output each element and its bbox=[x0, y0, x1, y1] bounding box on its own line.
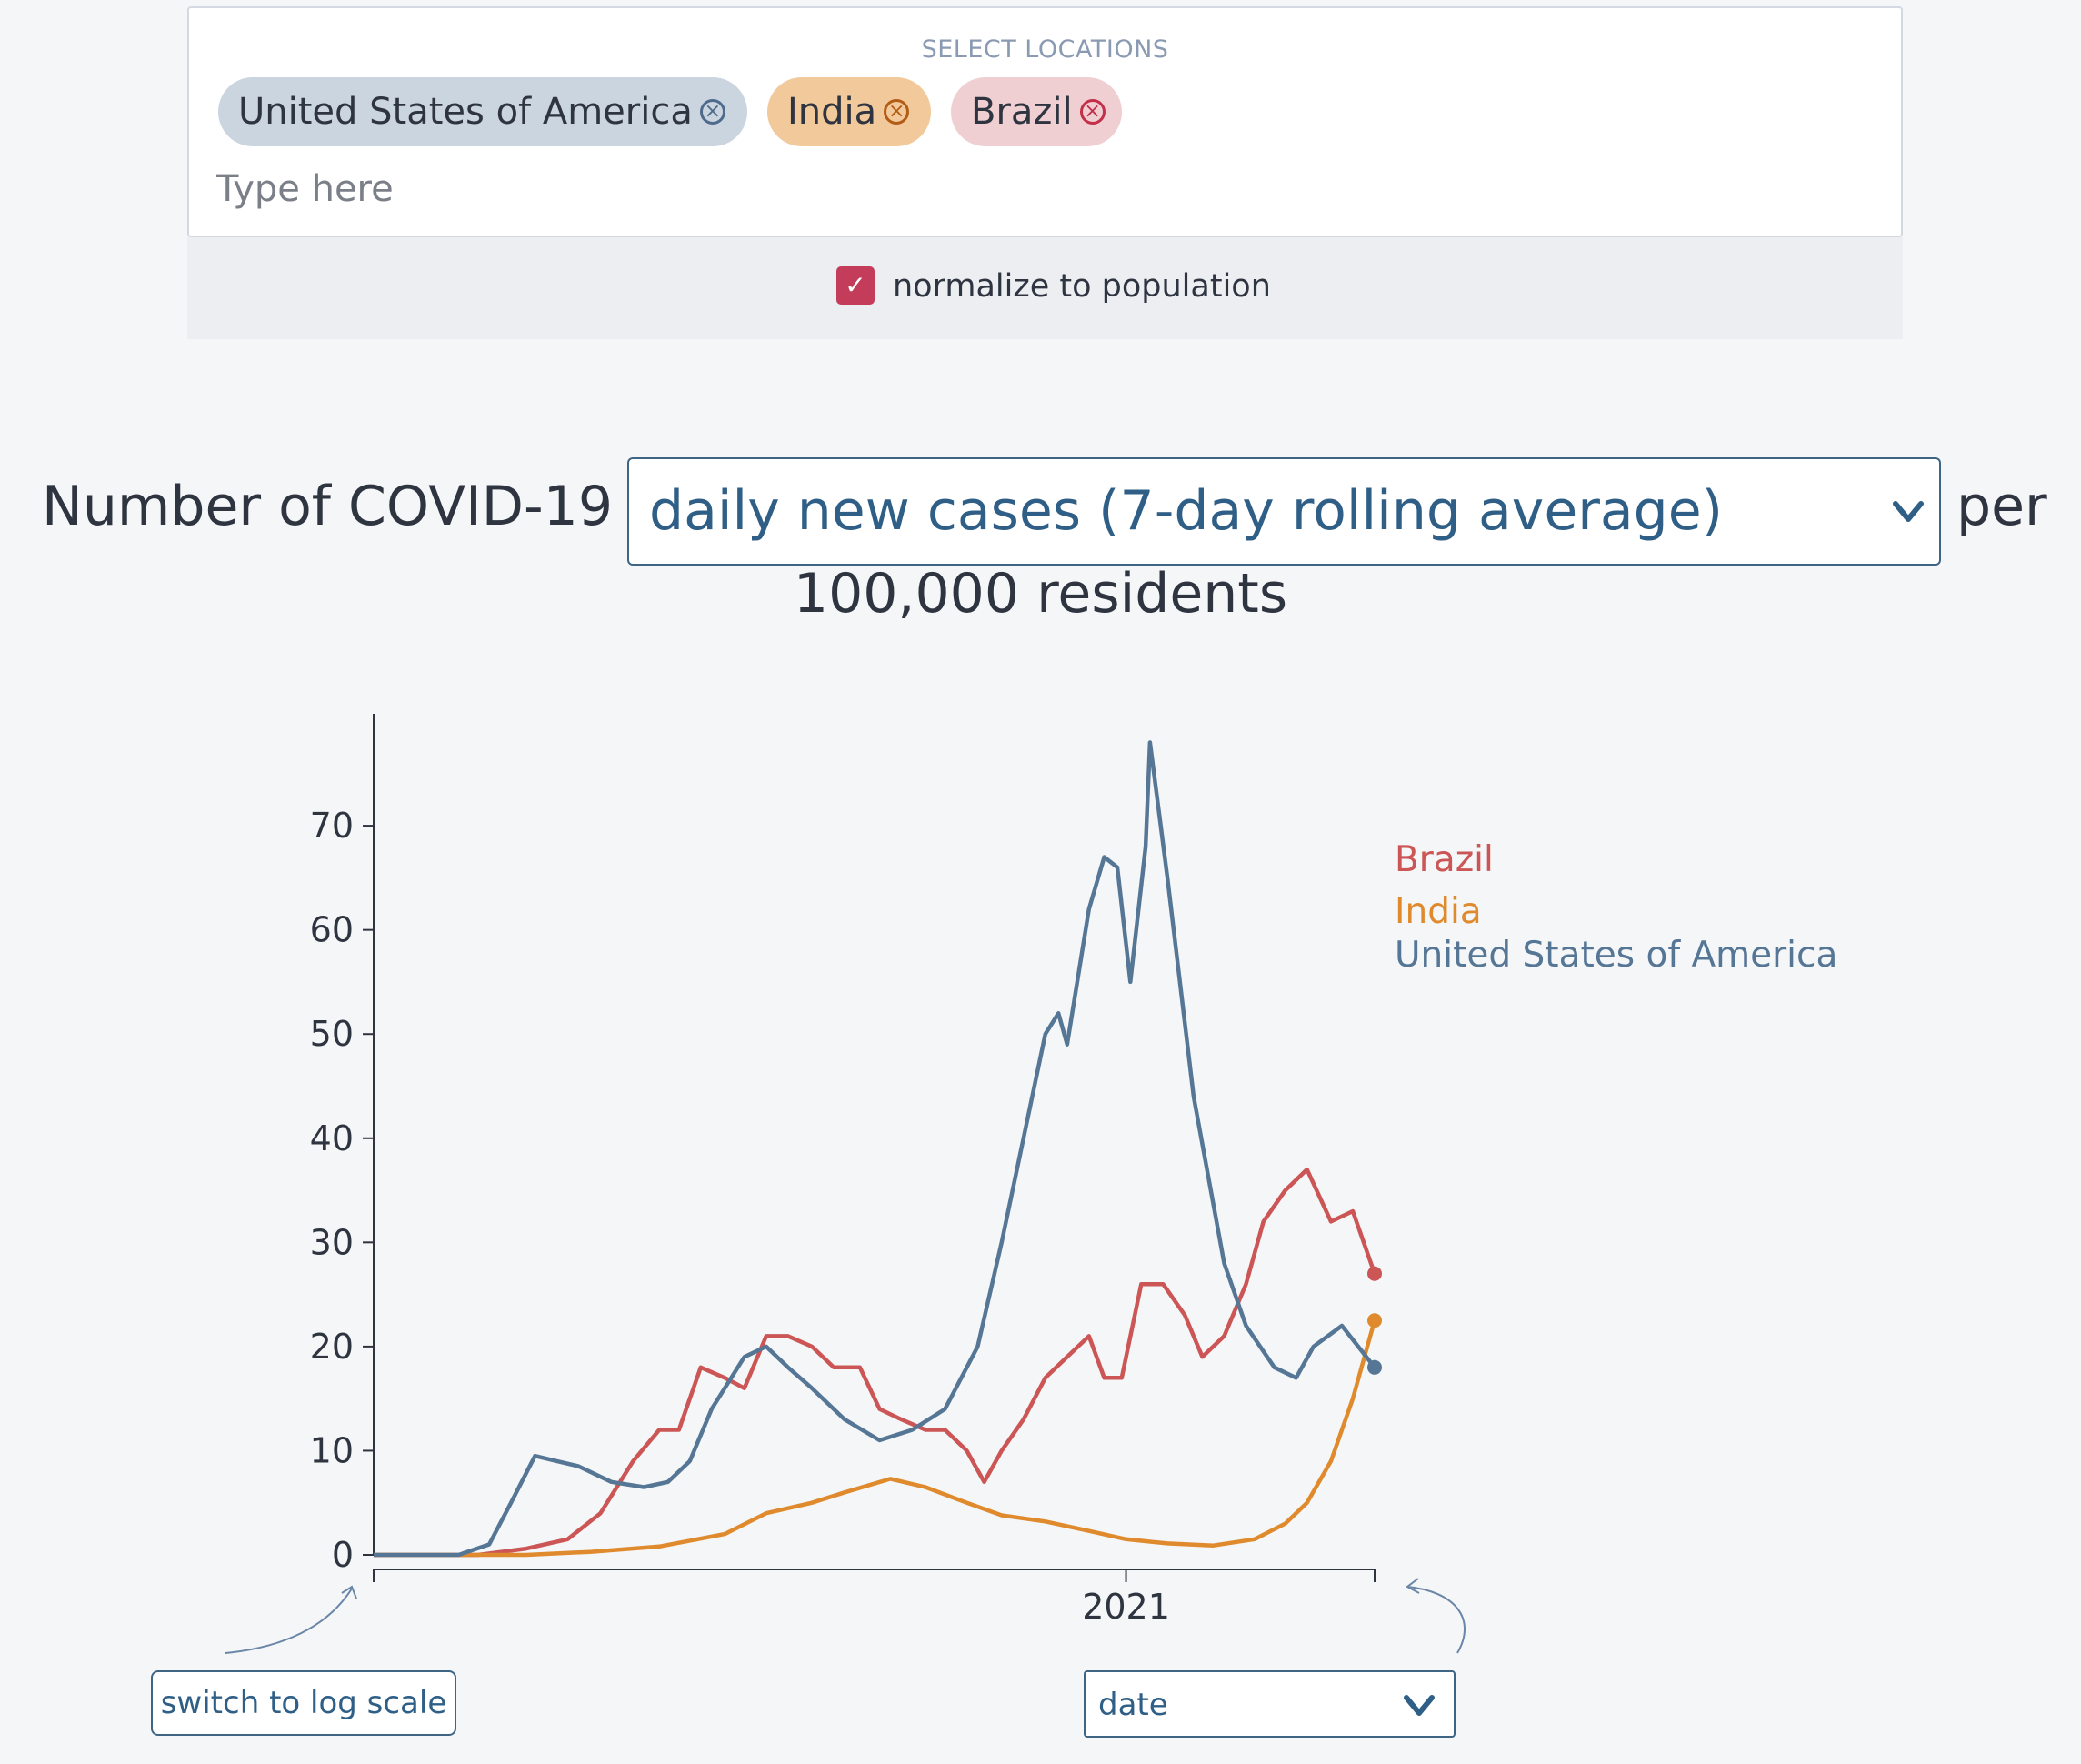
location-picker: SELECT LOCATIONS United States of Americ… bbox=[187, 6, 1903, 237]
series-label: United States of America bbox=[1395, 935, 1837, 976]
location-chip-label: Brazil bbox=[971, 91, 1073, 133]
heading-line2: 100,000 residents bbox=[793, 562, 1288, 626]
location-chip-usa[interactable]: United States of America × bbox=[218, 77, 747, 146]
series-end-point bbox=[1367, 1266, 1382, 1281]
y-tick-label: 70 bbox=[310, 806, 354, 846]
y-axis: 0 10 20 30 40 50 60 70 bbox=[310, 714, 375, 1575]
series-line bbox=[374, 1319, 1377, 1558]
heading-prefix: Number of COVID-19 bbox=[42, 475, 614, 538]
remove-circle-icon[interactable]: × bbox=[699, 99, 725, 125]
x-tick-label: 2021 bbox=[1082, 1587, 1170, 1627]
y-tick-label: 40 bbox=[310, 1118, 354, 1158]
location-search-input[interactable] bbox=[215, 163, 764, 215]
series-end-point bbox=[1367, 1359, 1382, 1375]
chevron-down-icon bbox=[1404, 1695, 1435, 1716]
log-scale-button[interactable]: switch to log scale bbox=[151, 1670, 456, 1736]
normalize-checkbox[interactable]: ✓ bbox=[836, 266, 875, 305]
series-label: India bbox=[1395, 891, 1482, 932]
metric-select[interactable]: daily new cases (7-day rolling average) bbox=[627, 457, 1941, 566]
normalize-label[interactable]: normalize to population bbox=[893, 268, 1271, 305]
x-axis-select[interactable]: date bbox=[1084, 1670, 1456, 1738]
series-line bbox=[374, 740, 1376, 1558]
remove-circle-icon[interactable]: × bbox=[884, 99, 910, 125]
x-axis: 2021 bbox=[373, 1569, 1376, 1627]
y-tick-label: 60 bbox=[310, 910, 354, 950]
y-tick-label: 10 bbox=[310, 1430, 354, 1470]
checkmark-icon: ✓ bbox=[845, 270, 866, 300]
heading-suffix: per bbox=[1956, 475, 2047, 538]
metric-select-value: daily new cases (7-day rolling average) bbox=[649, 479, 1724, 543]
series-label: Brazil bbox=[1395, 839, 1494, 880]
location-chip-label: India bbox=[787, 91, 877, 133]
y-tick-label: 50 bbox=[310, 1014, 354, 1054]
series-end-point bbox=[1367, 1313, 1382, 1328]
location-picker-title: SELECT LOCATIONS bbox=[921, 35, 1169, 64]
y-tick-label: 20 bbox=[310, 1327, 354, 1367]
x-axis-select-value: date bbox=[1098, 1687, 1168, 1723]
y-tick-label: 0 bbox=[332, 1535, 354, 1575]
normalize-bar: ✓ normalize to population bbox=[187, 237, 1903, 339]
location-chip-label: United States of America bbox=[238, 91, 693, 133]
series-lines bbox=[374, 740, 1382, 1558]
location-chip-india[interactable]: India × bbox=[767, 77, 931, 146]
location-chip-brazil[interactable]: Brazil × bbox=[951, 77, 1122, 146]
chevron-down-icon bbox=[1893, 501, 1924, 522]
series-line bbox=[374, 1167, 1377, 1558]
y-tick-label: 30 bbox=[310, 1222, 354, 1262]
remove-circle-icon[interactable]: × bbox=[1079, 99, 1106, 125]
